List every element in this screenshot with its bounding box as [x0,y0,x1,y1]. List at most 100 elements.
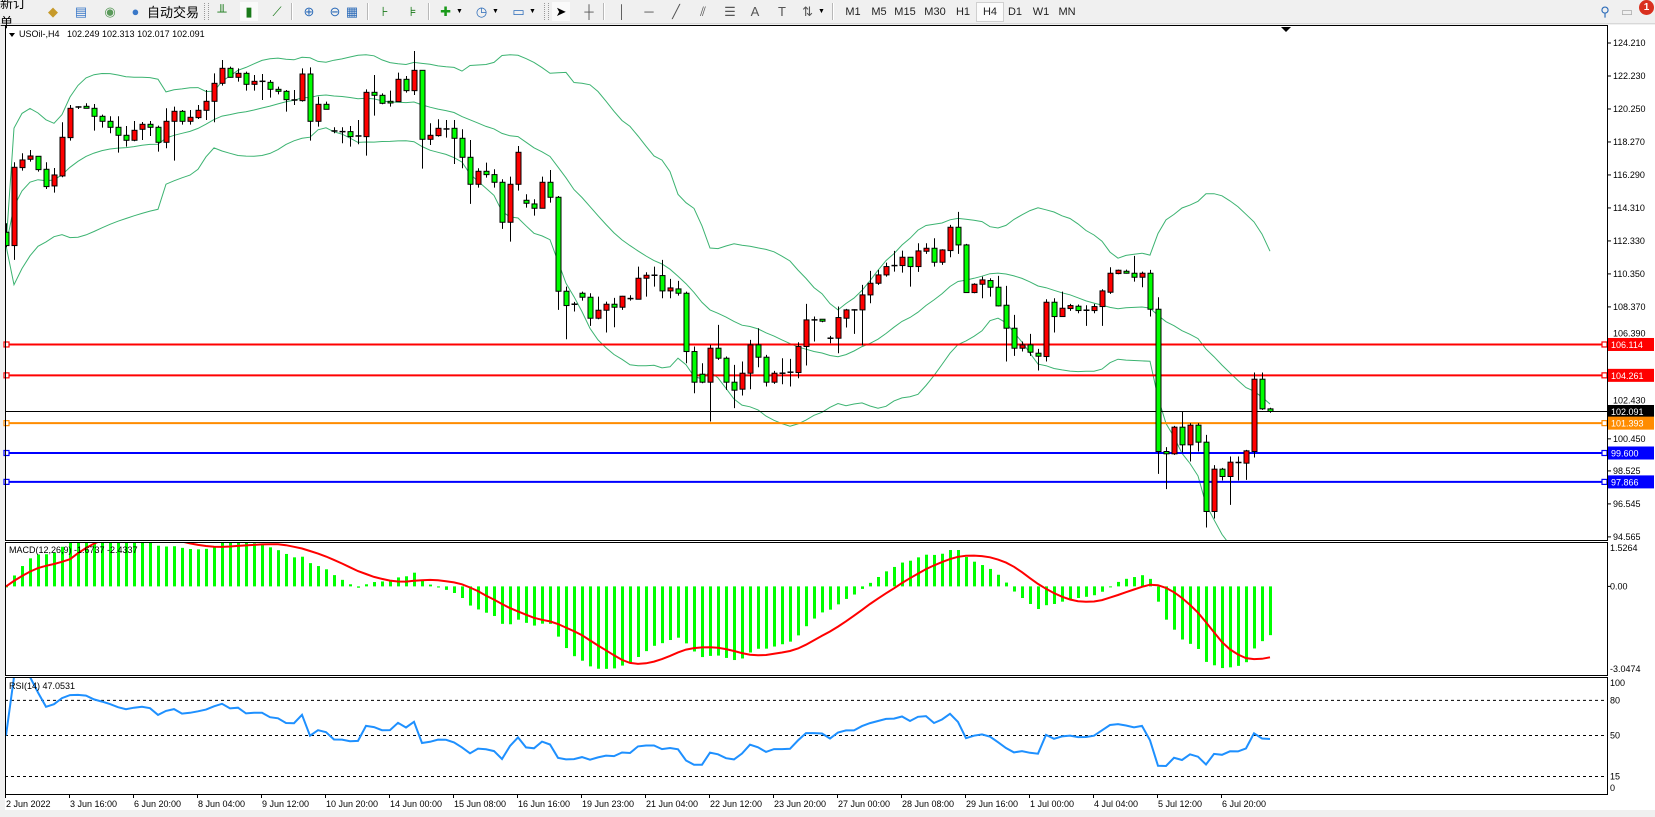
macd-histogram-bar [1189,586,1192,644]
trendline-icon[interactable]: ╱ [672,4,680,19]
tile-windows-icon[interactable]: ▦ [345,4,359,19]
price-tick-label: 112.330 [1613,236,1645,246]
candle [971,283,978,294]
candle [1171,425,1178,455]
signal-icon[interactable]: ◉ [104,4,116,19]
candle-body [227,67,234,78]
candle-body [675,288,682,294]
level-price-label: 104.261 [1611,371,1644,381]
level-handle-left[interactable] [3,478,10,485]
candle [979,276,986,299]
auto-trading-button[interactable]: ● 自动交易 [126,2,200,21]
period-d1-button[interactable]: D1 [1007,5,1023,18]
candle [651,266,658,287]
level-handle-right[interactable] [1601,341,1608,348]
period-mn-button[interactable]: MN [1058,5,1076,18]
time-label: 2 Jun 2022 [6,799,51,809]
period-m5-button[interactable]: M5 [871,5,887,18]
level-handle-right[interactable] [1601,449,1608,457]
time-label: 15 Jun 08:00 [454,799,506,809]
candle-body [1171,426,1178,455]
macd-histogram-bar [1173,586,1176,630]
period-w1-button[interactable]: W1 [1032,5,1050,18]
chart-menu-triangle-icon[interactable] [9,33,15,37]
candle-body [619,295,626,308]
period-h1-button[interactable]: H1 [955,5,971,18]
vertical-line-icon[interactable]: │ [617,4,627,19]
candlestick-icon[interactable]: ▮ [240,2,258,21]
auto-trading-label: 自动交易 [146,5,199,20]
macd-histogram-bar [1253,586,1256,649]
macd-histogram-bar [317,566,320,587]
chat-icon[interactable]: ▭ [1620,4,1634,19]
macd-histogram-bar [541,586,544,624]
zoom-out-icon[interactable]: ⊖ [329,4,341,19]
period-m30-button[interactable]: M30 [924,5,946,18]
candle-body [579,292,586,298]
new-chart-button[interactable]: ✚ ▼ [436,2,464,21]
level-line[interactable] [3,449,1608,457]
level-line[interactable] [3,420,1608,427]
line-chart-icon[interactable]: ⟋ [272,4,282,19]
candle [1195,423,1202,452]
macd-histogram-bar [277,550,280,587]
candle [859,284,866,346]
equidistant-channel-icon[interactable]: ⫽ [700,4,706,19]
period-m1-button[interactable]: M1 [845,5,861,18]
candle-body [27,155,34,160]
candle [147,120,154,136]
candle-body [723,357,730,383]
chart-shift-marker[interactable] [1281,27,1291,32]
level-handle-right[interactable] [1601,420,1608,427]
level-handle-left[interactable] [3,449,10,457]
time-label: 10 Jun 20:00 [326,799,378,809]
auto-scroll-icon[interactable]: ⊦ [381,4,389,19]
candle-body [1035,352,1042,357]
candle [1251,372,1258,458]
crosshair-icon[interactable]: ┼ [584,4,594,19]
period-m15-button[interactable]: M15 [894,5,916,18]
fibonacci-icon[interactable]: ☰ [724,4,736,19]
candle-body [659,275,666,292]
level-handle-left[interactable] [3,372,10,379]
clock-button[interactable]: ◷ ▼ [472,2,500,21]
candle-body [379,94,386,104]
time-label: 8 Jun 04:00 [198,799,245,809]
zoom-in-icon[interactable]: ⊕ [303,4,315,19]
candle [739,361,746,396]
period-h4-button[interactable]: H4 [976,2,1004,22]
candle-body [395,78,402,103]
horizontal-line-icon[interactable]: ─ [644,4,654,19]
macd-histogram-bar [197,549,200,587]
level-price-label: 106.114 [1611,340,1643,350]
level-handle-right[interactable] [1601,478,1608,485]
template-button[interactable]: ▭ ▼ [508,2,538,21]
toolbar: 新订单 ◆ ▤ ◉ ● 自动交易 ╨ ▮ ⟋ ⊕ ⊖ ▦ ⊦ ⊧ ✚ ▼ ◷ ▼ ▭… [0,0,1655,30]
bar-chart-icon[interactable]: ╨ [217,4,227,19]
candle-body [403,78,410,92]
arrows-button[interactable]: ⇅ ▼ [798,2,826,21]
search-icon[interactable]: ⚲ [1600,4,1610,19]
macd-histogram-bar [669,586,672,641]
candle [283,89,290,112]
candle [699,363,706,384]
level-handle-left[interactable] [3,420,10,427]
candle-body [643,274,650,279]
level-line[interactable] [3,478,1608,485]
candle [715,324,722,360]
new-order-button[interactable]: 新订单 [0,0,34,30]
cursor-icon[interactable]: ➤ [552,2,570,21]
level-handle-left[interactable] [3,341,10,348]
candle-body [363,91,370,138]
candle-body [539,181,546,209]
book-icon[interactable]: ◆ [48,4,58,19]
level-handle-right[interactable] [1601,372,1608,379]
candle-body [603,303,610,311]
text-label-icon[interactable]: T [778,4,786,19]
terminal-icon[interactable]: ▤ [74,4,88,19]
candle-body [323,103,330,110]
text-icon[interactable]: A [750,4,760,19]
chart-shift-icon[interactable]: ⊧ [409,4,417,19]
candle-body [595,309,602,319]
